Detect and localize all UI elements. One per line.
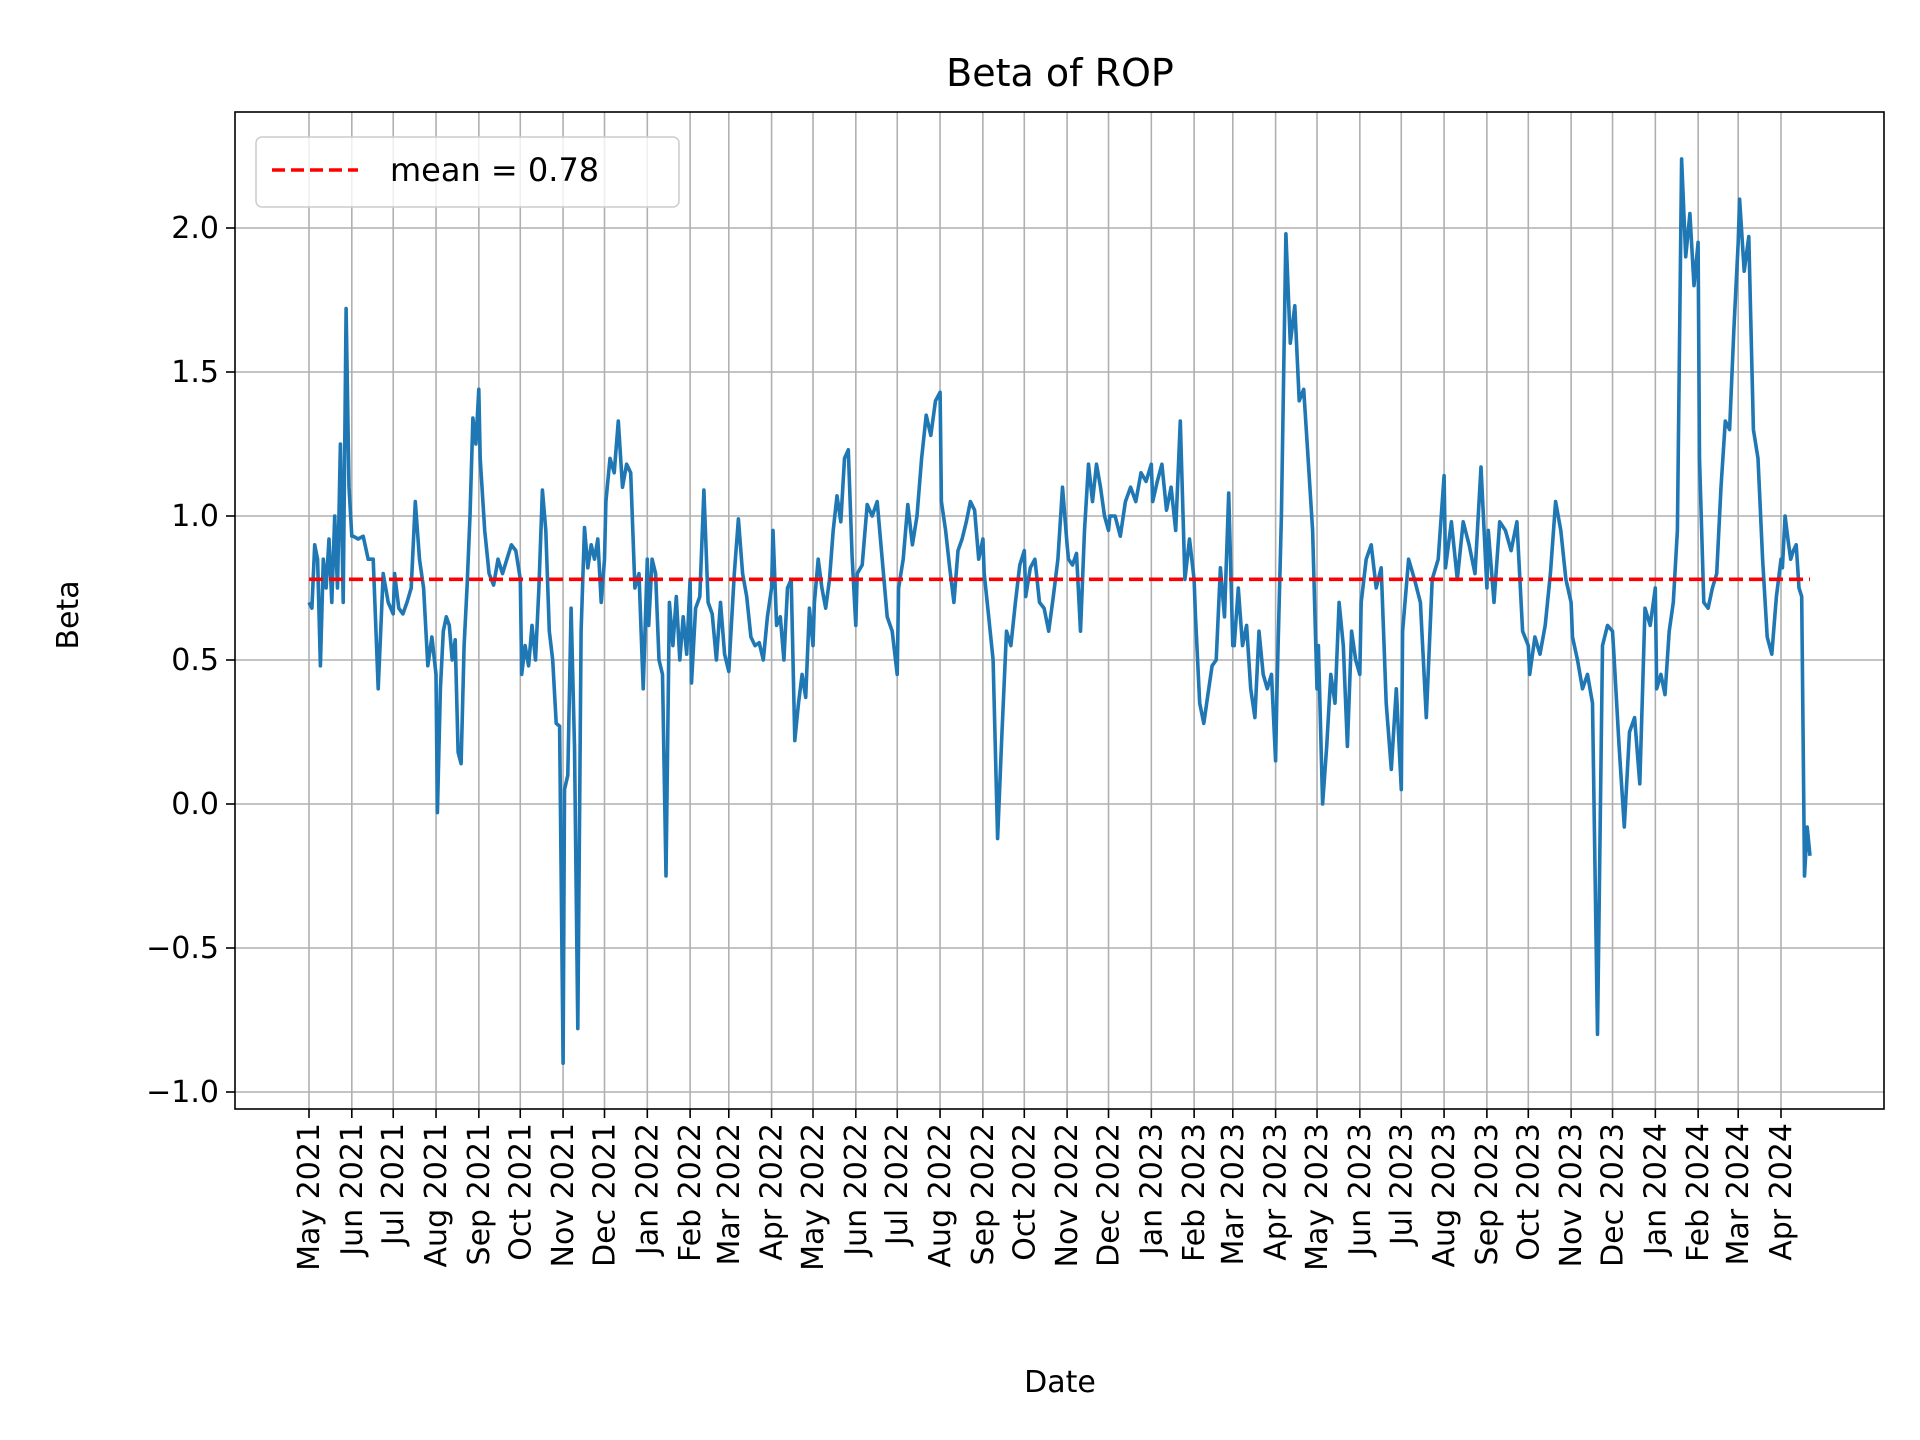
x-tick-label: Mar 2024 (1721, 1123, 1756, 1266)
x-tick-label: Nov 2023 (1554, 1123, 1589, 1267)
plot-area (307, 157, 1812, 1065)
x-tick-label: Sep 2021 (462, 1123, 497, 1265)
x-tick-label: May 2023 (1300, 1123, 1335, 1271)
chart-title: Beta of ROP (946, 51, 1174, 95)
x-tick-label: Mar 2022 (712, 1123, 747, 1266)
y-axis-label: Beta (51, 580, 86, 649)
y-tick-label: −0.5 (146, 931, 219, 966)
x-tick-label: Nov 2021 (546, 1123, 581, 1267)
y-tick-label: 1.0 (171, 499, 219, 534)
x-tick-label: Apr 2024 (1764, 1123, 1799, 1261)
y-tick-label: −1.0 (146, 1075, 219, 1110)
x-tick-label: Jan 2023 (1134, 1123, 1169, 1257)
y-tick-label: 0.5 (171, 643, 219, 678)
x-tick-label: Oct 2021 (503, 1123, 538, 1261)
x-tick-label: Dec 2022 (1092, 1123, 1127, 1267)
legend: mean = 0.78 (255, 136, 680, 208)
x-tick-label: Nov 2022 (1050, 1123, 1085, 1267)
x-tick-label: Apr 2023 (1259, 1123, 1294, 1261)
x-axis-label: Date (1024, 1365, 1096, 1400)
x-tick-label: May 2022 (796, 1123, 831, 1271)
axis-ticks: May 2021 Jun 2021 Jul 2021 Aug 2021 Sep 2021… (146, 211, 1799, 1271)
x-tick-label: Apr 2022 (755, 1123, 790, 1261)
x-tick-label: Jun 2022 (839, 1123, 874, 1258)
y-tick-label: 1.5 (171, 355, 219, 390)
x-tick-label: Jul 2021 (376, 1123, 411, 1247)
x-tick-label: Dec 2023 (1596, 1123, 1631, 1267)
x-tick-label: Jun 2023 (1343, 1123, 1378, 1258)
x-tick-label: Feb 2024 (1681, 1123, 1716, 1262)
x-tick-label: Aug 2023 (1427, 1123, 1462, 1267)
y-tick-label: 2.0 (171, 211, 219, 246)
x-tick-label: Aug 2021 (419, 1123, 454, 1267)
beta-series-line (307, 157, 1812, 1065)
x-tick-label: Jan 2022 (630, 1123, 665, 1257)
x-tick-label: Jan 2024 (1638, 1123, 1673, 1257)
y-tick-label: 0.0 (171, 787, 219, 822)
x-tick-label: Jul 2022 (880, 1123, 915, 1247)
legend-box (255, 136, 680, 208)
axes-frame (234, 111, 1885, 1110)
x-tick-label: Jul 2023 (1384, 1123, 1419, 1247)
x-tick-label: Sep 2023 (1470, 1123, 1505, 1265)
x-tick-label: Feb 2022 (673, 1123, 708, 1262)
x-tick-label: Oct 2022 (1007, 1123, 1042, 1261)
legend-mean-label: mean = 0.78 (390, 151, 599, 189)
x-tick-label: Feb 2023 (1177, 1123, 1212, 1262)
x-tick-label: Dec 2021 (588, 1123, 623, 1267)
x-tick-label: Aug 2022 (923, 1123, 958, 1267)
x-tick-label: Oct 2023 (1511, 1123, 1546, 1261)
x-tick-label: Sep 2022 (966, 1123, 1001, 1265)
x-tick-label: Mar 2023 (1216, 1123, 1251, 1266)
x-tick-label: May 2021 (292, 1123, 327, 1271)
x-tick-label: Jun 2021 (335, 1123, 370, 1258)
